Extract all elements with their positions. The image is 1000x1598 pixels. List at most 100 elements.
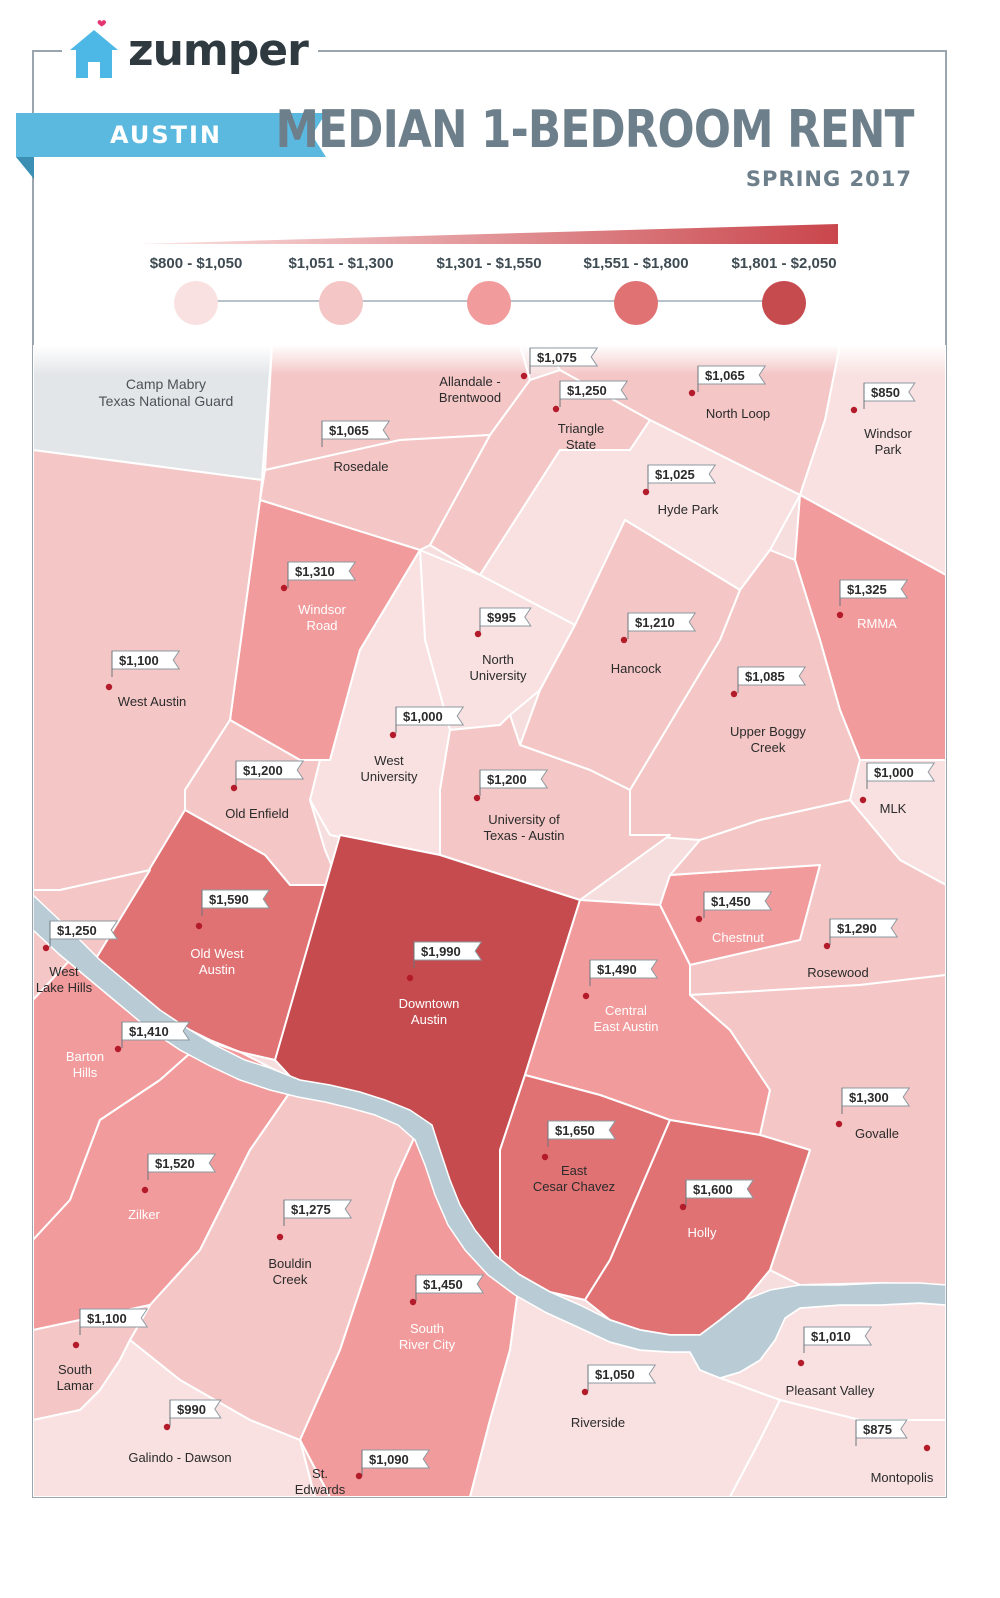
label-old-enfield: $1,200 Old Enfield	[225, 760, 305, 821]
colorado-river	[33, 893, 946, 1379]
neighborhood-name: South	[58, 1362, 92, 1377]
neighborhood-name: Riverside	[571, 1415, 625, 1430]
neighborhood-name: Allandale -	[439, 374, 500, 389]
neighborhood-name: North Loop	[706, 406, 770, 421]
neighborhood-name: Creek	[273, 1272, 308, 1287]
price-value: $1,325	[847, 582, 887, 597]
label-allandale: $1,075 Allandale -Brentwood	[439, 347, 599, 405]
label-zilker: $1,520 Zilker	[128, 1153, 217, 1222]
price-value: $1,065	[705, 368, 745, 383]
label-mlk: $1,000 MLK	[859, 762, 936, 816]
neighborhood-name: State	[566, 437, 596, 452]
location-dot	[42, 944, 50, 952]
price-value: $1,600	[693, 1182, 733, 1197]
location-dot	[679, 1203, 687, 1211]
price-value: $1,520	[155, 1156, 195, 1171]
location-dot	[688, 389, 696, 397]
neighborhood-name: Road	[306, 618, 337, 633]
military-area-line2: Texas National Guard	[98, 393, 234, 409]
label-riverside: $1,050 Riverside	[571, 1364, 657, 1430]
price-value: $875	[863, 1422, 892, 1437]
price-value: $1,410	[129, 1024, 169, 1039]
location-dot	[280, 584, 288, 592]
neighborhood-name: South	[410, 1321, 444, 1336]
zumper-logo: zumper	[62, 20, 318, 82]
price-value: $1,450	[711, 894, 751, 909]
city-ribbon: AUSTIN	[16, 113, 326, 179]
price-value: $850	[871, 385, 900, 400]
price-value: $1,090	[369, 1452, 409, 1467]
price-value: $1,490	[597, 962, 637, 977]
location-dot	[474, 630, 482, 638]
brand-name: zumper	[128, 25, 309, 76]
price-value: $1,590	[209, 892, 249, 907]
location-dot	[642, 488, 650, 496]
neighborhood-name: West	[374, 753, 404, 768]
neighborhood-name: North	[482, 652, 514, 667]
location-dot	[389, 731, 397, 739]
location-dot	[105, 683, 113, 691]
location-dot	[730, 690, 738, 698]
neighborhood-name: Rosedale	[334, 459, 389, 474]
military-area-label: Camp Mabry Texas National Guard	[78, 376, 254, 410]
legend-color-swatch	[467, 281, 511, 325]
location-dot	[355, 1472, 363, 1480]
price-value: $1,200	[243, 763, 283, 778]
neighborhood-name: Austin	[411, 1012, 447, 1027]
label-govalle: $1,300 Govalle	[835, 1087, 911, 1141]
label-pleasant-valley: $1,010 Pleasant Valley	[786, 1326, 875, 1398]
price-value: $1,010	[811, 1329, 851, 1344]
neighborhood-name: Upper Boggy	[730, 724, 806, 739]
location-dot	[582, 992, 590, 1000]
neighborhood-name: RMMA	[857, 616, 897, 631]
price-value: $1,275	[291, 1202, 331, 1217]
region-st-edwards	[299, 1439, 331, 1497]
price-value: $1,300	[849, 1090, 889, 1105]
neighborhood-name: Park	[875, 442, 902, 457]
neighborhood-name: Creek	[751, 740, 786, 755]
neighborhood-name: Galindo - Dawson	[128, 1450, 231, 1465]
label-north-loop: $1,065 North Loop	[688, 365, 770, 421]
label-chestnut: $1,450 Chestnut	[695, 891, 773, 945]
location-dot	[581, 1388, 589, 1396]
price-value: $1,450	[423, 1277, 463, 1292]
location-dot	[163, 1423, 171, 1431]
page-title: MEDIAN 1-BEDROOM RENT	[275, 100, 915, 160]
location-dot	[850, 406, 858, 414]
neighborhood-name: Brentwood	[439, 390, 501, 405]
location-dot	[541, 1153, 549, 1161]
location-dot	[797, 1359, 805, 1367]
neighborhood-name: Triangle	[558, 421, 604, 436]
neighborhood-name: Zilker	[128, 1207, 160, 1222]
price-value: $1,250	[57, 923, 97, 938]
label-hancock: $1,210 Hancock	[611, 612, 697, 676]
location-dot	[520, 372, 528, 380]
location-dot	[409, 1298, 417, 1306]
location-dot	[114, 1045, 122, 1053]
price-value: $1,290	[837, 921, 877, 936]
label-st-edwards: $1,090 St.Edwards	[295, 1449, 431, 1497]
neighborhood-name: Lamar	[57, 1378, 95, 1393]
legend-bin-label: $1,551 - $1,800	[583, 255, 689, 272]
neighborhood-name: Windsor	[864, 426, 912, 441]
neighborhood-name: East	[561, 1163, 587, 1178]
neighborhood-name: West Austin	[118, 694, 186, 709]
neighborhood-name: Govalle	[855, 1126, 899, 1141]
price-value: $1,650	[555, 1123, 595, 1138]
location-dot	[823, 942, 831, 950]
neighborhood-name: Hyde Park	[658, 502, 719, 517]
price-value: $990	[177, 1402, 206, 1417]
region-ut-austin	[439, 714, 671, 901]
city-name: AUSTIN	[110, 121, 222, 149]
location-dot	[141, 1186, 149, 1194]
neighborhood-name: Central	[605, 1003, 647, 1018]
